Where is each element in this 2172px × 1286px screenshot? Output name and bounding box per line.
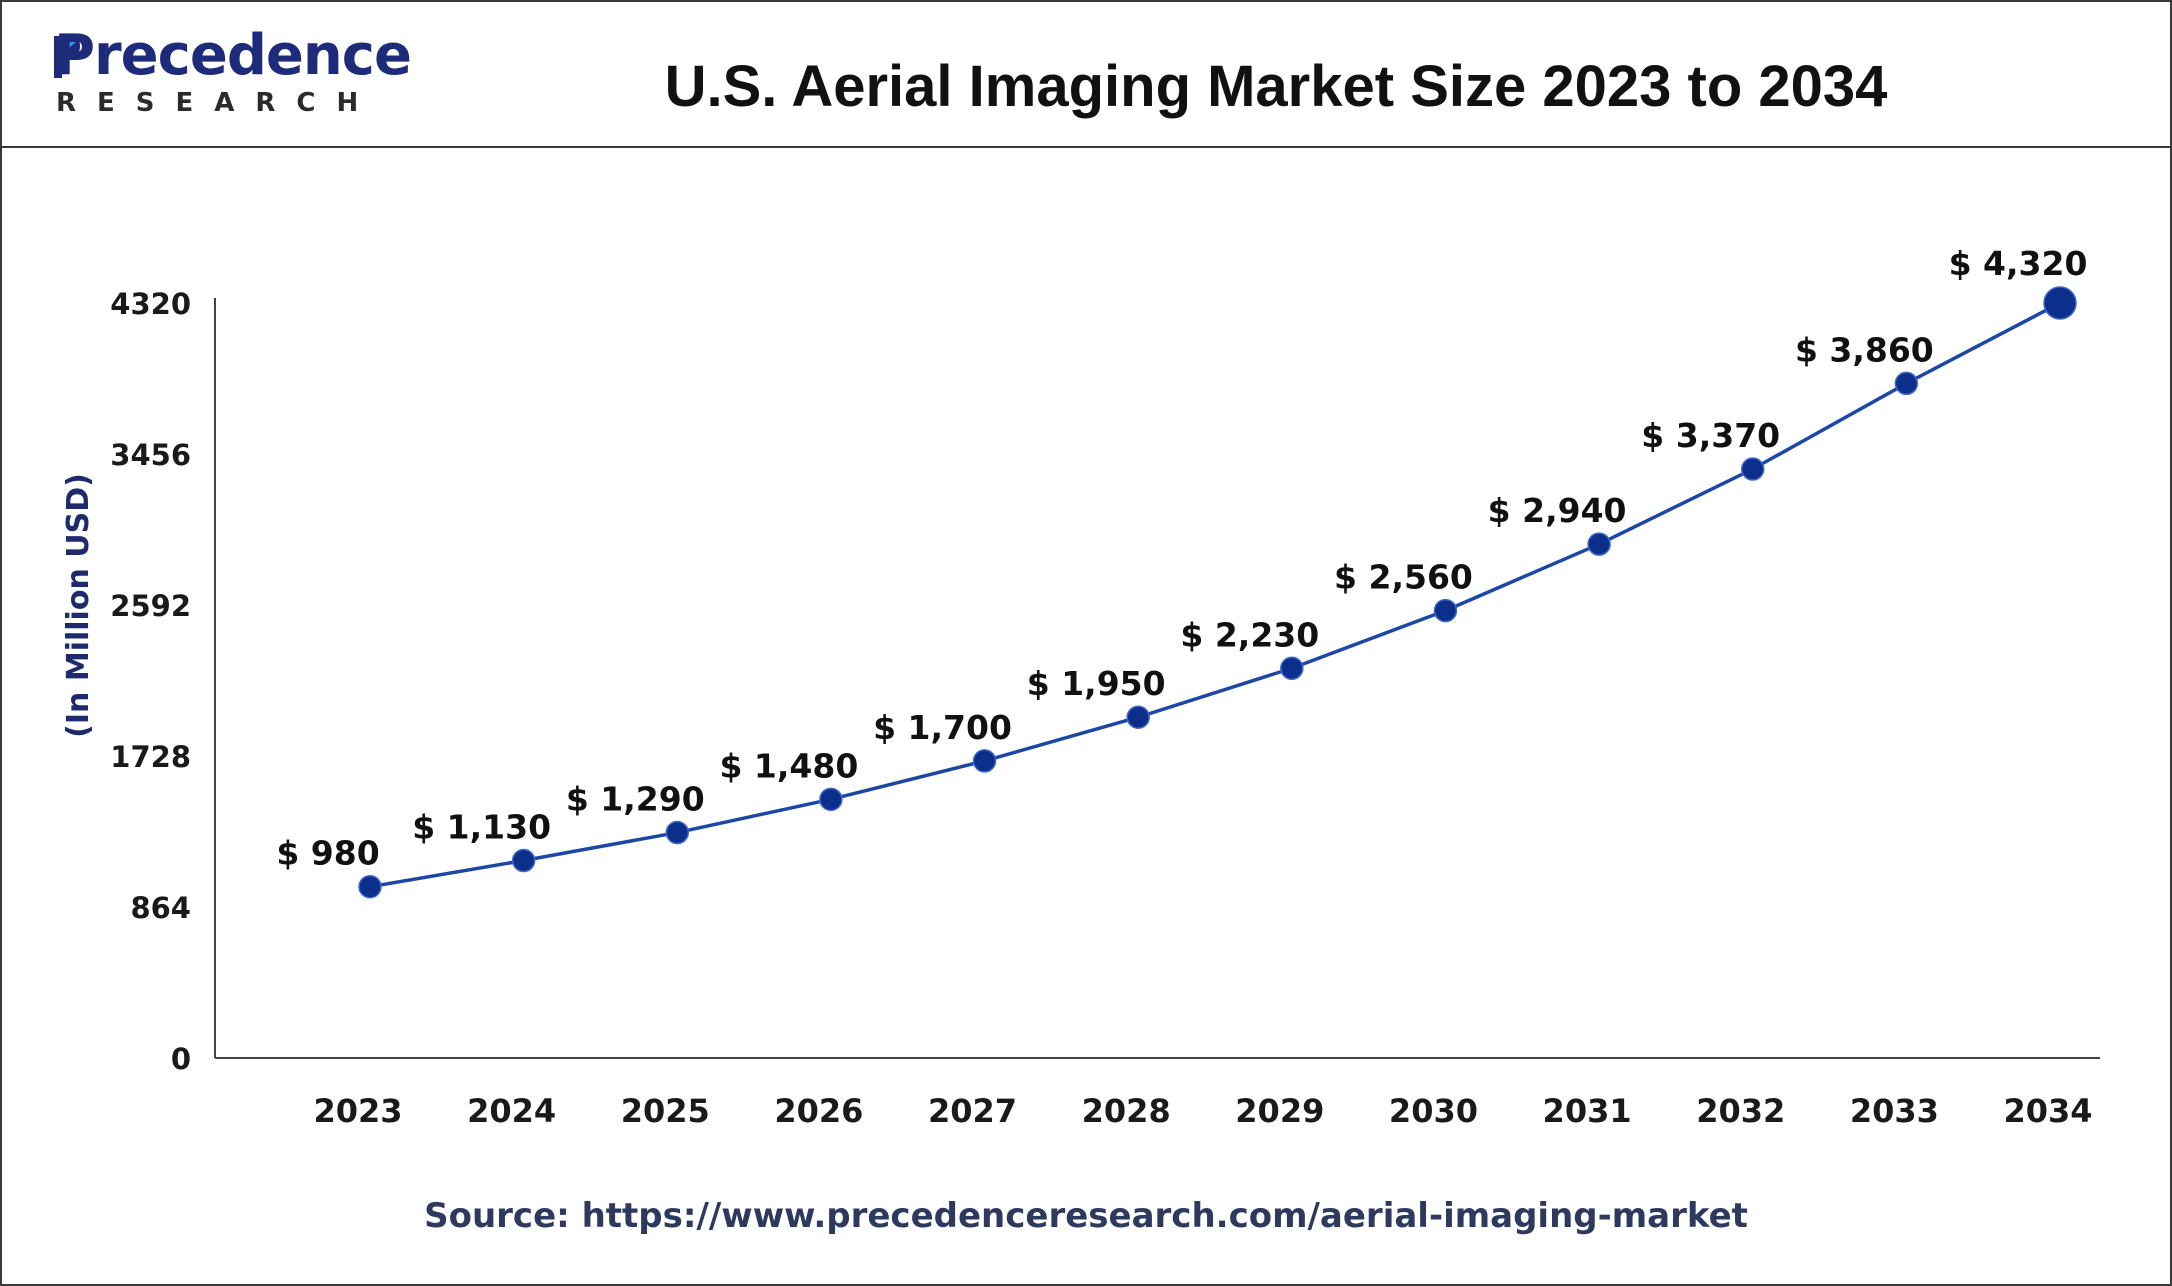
y-tick-label: 4320 [110,287,191,321]
y-tick-label: 864 [130,891,191,925]
x-tick-label: 2024 [467,1092,556,1130]
x-tick-label: 2023 [313,1092,402,1130]
x-tick-labels: 2023 2024 2025 2026 2027 2028 2029 2030 2031 2032… [313,1092,2092,1130]
data-point [511,848,536,873]
logo-mark-icon [54,36,80,78]
data-label: $ 1,130 [412,808,551,847]
logo-wordmark: Precedence [54,23,412,88]
y-tick-label: 0 [171,1042,191,1076]
data-point [1740,457,1765,481]
data-point [1894,371,1919,396]
header: Precedence RESEARCH U.S. Aerial Imaging … [2,2,2170,148]
data-label: $ 2,560 [1334,558,1473,597]
data-label: $ 4,320 [1949,244,2088,283]
y-tick-label: 3456 [110,438,191,472]
data-points [358,286,2077,899]
y-tick-label: 1728 [110,740,191,774]
x-tick-label: 2032 [1696,1092,1785,1130]
logo-subtitle: RESEARCH [56,88,380,118]
data-point [2043,286,2077,320]
data-point [972,749,997,773]
data-label: $ 1,950 [1027,664,1166,703]
data-labels: $ 980 $ 1,130 $ 1,290 $ 1,480 $ 1,700 $ 1,950… [276,244,2087,873]
data-label: $ 980 [276,834,379,873]
axes [214,298,2100,1059]
x-tick-label: 2034 [2003,1092,2092,1130]
y-axis-label-group: (In Million USD) [61,473,96,738]
data-label: $ 3,370 [1641,416,1780,455]
x-tick-label: 2029 [1235,1092,1324,1130]
x-tick-label: 2033 [1850,1092,1939,1130]
data-point [1587,532,1611,556]
series-line [369,301,2061,889]
y-axis-label: (In Million USD) [61,473,96,738]
data-point [1126,705,1150,729]
source-note: Source: https://www.precedenceresearch.c… [424,1196,1748,1236]
x-tick-label: 2027 [928,1092,1017,1130]
x-tick-label: 2031 [1543,1092,1632,1130]
data-point [819,787,843,812]
chart-title: U.S. Aerial Imaging Market Size 2023 to … [664,54,1888,119]
x-tick-label: 2026 [774,1092,863,1130]
x-tick-label: 2030 [1389,1092,1478,1130]
data-label: $ 1,700 [873,708,1012,747]
data-label: $ 1,480 [719,746,858,785]
data-point [1433,598,1458,623]
x-tick-label: 2028 [1082,1092,1171,1130]
data-label: $ 1,290 [566,780,705,819]
y-tick-label: 2592 [110,589,191,623]
data-point [1280,656,1304,681]
brand-logo: Precedence RESEARCH [50,22,412,122]
data-label: $ 2,230 [1180,615,1319,654]
data-point [665,820,690,845]
x-tick-label: 2025 [621,1092,710,1130]
data-label: $ 3,860 [1795,330,1934,369]
data-point [358,874,382,899]
y-tick-labels: 0 864 1728 2592 3456 4320 [110,287,191,1076]
data-label: $ 2,940 [1488,491,1627,530]
series-line-group [369,301,2061,889]
